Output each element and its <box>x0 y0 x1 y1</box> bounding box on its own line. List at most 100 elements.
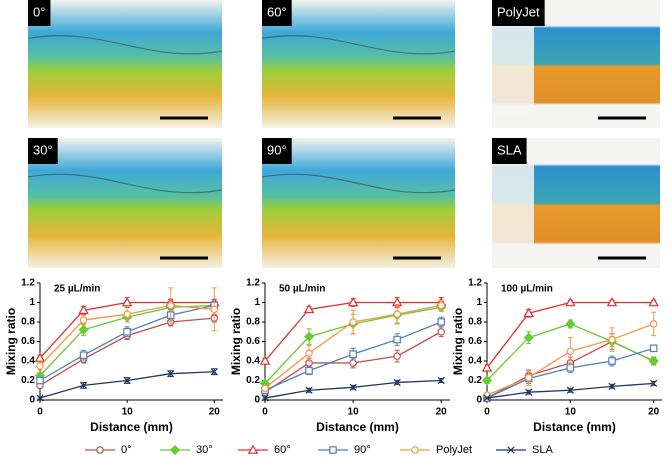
photo <box>262 138 455 268</box>
marker <box>437 376 445 385</box>
y-tick-label: 0.2 <box>468 375 482 386</box>
y-tick-label: 1.2 <box>21 278 35 289</box>
marker <box>565 297 576 307</box>
y-tick-label: 0.4 <box>468 356 482 367</box>
marker <box>565 318 576 329</box>
x-tick-label: 10 <box>122 407 134 418</box>
marker <box>261 384 269 393</box>
y-tick-label: 0.6 <box>21 336 35 347</box>
marker <box>481 375 493 386</box>
marker <box>349 350 357 358</box>
marker <box>393 352 401 360</box>
y-tick-label: 1 <box>476 297 482 308</box>
marker <box>305 386 313 394</box>
x-tick-label: 10 <box>348 407 360 418</box>
photo-label-bg <box>492 0 545 26</box>
marker <box>525 388 533 396</box>
photo-label-bg <box>262 138 292 164</box>
photo-label: 0° <box>33 4 45 19</box>
series-line <box>39 371 215 399</box>
legend-label: PolyJet <box>436 444 472 456</box>
marker <box>210 368 218 376</box>
photo-label: 90° <box>267 142 287 157</box>
photo-label: SLA <box>497 142 522 157</box>
marker <box>608 382 616 390</box>
x-tick-label: 20 <box>209 407 221 418</box>
y-tick-label: 0.4 <box>246 356 260 367</box>
legend-marker <box>247 444 259 454</box>
y-axis-label: Mixing ratio <box>4 308 18 375</box>
chart-title: 100 µL/min <box>501 284 553 295</box>
marker <box>79 381 88 389</box>
x-tick-label: 20 <box>648 407 660 418</box>
x-tick-label: 10 <box>565 407 577 418</box>
photo <box>262 0 455 128</box>
marker <box>261 394 269 402</box>
marker <box>524 373 533 382</box>
marker <box>34 352 46 362</box>
marker <box>303 331 315 342</box>
y-tick-label: 0 <box>29 395 35 406</box>
marker <box>566 347 575 356</box>
marker <box>523 307 534 318</box>
marker <box>566 364 575 372</box>
y-tick-label: 1 <box>254 297 260 308</box>
marker <box>649 320 658 328</box>
y-tick-label: 0.2 <box>21 375 35 386</box>
marker <box>349 359 357 367</box>
channel-edge <box>492 12 534 116</box>
legend-marker <box>169 444 181 456</box>
photo-texture <box>261 173 456 194</box>
y-tick-label: 0 <box>254 395 260 406</box>
marker <box>437 327 445 336</box>
marker <box>79 316 88 324</box>
y-tick-label: 0.8 <box>21 317 35 328</box>
marker <box>123 310 131 319</box>
legend-marker <box>96 446 104 454</box>
marker <box>210 305 219 314</box>
marker <box>123 376 131 385</box>
marker <box>648 297 659 307</box>
photo-label-bg <box>492 138 527 164</box>
x-axis-label: Distance (mm) <box>533 420 616 434</box>
x-axis-label: Distance (mm) <box>316 420 399 434</box>
marker <box>393 378 401 387</box>
legend-marker <box>507 446 515 454</box>
y-tick-label: 0.4 <box>21 356 35 367</box>
marker <box>483 394 491 402</box>
marker <box>305 349 313 358</box>
legend-marker <box>411 446 419 454</box>
y-tick-label: 0 <box>476 395 482 406</box>
marker <box>166 301 175 310</box>
x-tick-label: 0 <box>484 407 490 418</box>
marker <box>36 362 44 370</box>
marker <box>523 332 534 343</box>
photo <box>28 138 222 268</box>
y-tick-label: 1.2 <box>246 278 260 289</box>
y-tick-label: 0.8 <box>468 317 482 328</box>
y-tick-label: 0.8 <box>246 317 260 328</box>
photo-label: PolyJet <box>497 4 540 19</box>
photo-label-bg <box>262 0 292 26</box>
marker <box>167 370 175 378</box>
marker <box>349 383 357 391</box>
marker <box>566 386 574 394</box>
marker <box>347 297 359 307</box>
marker <box>78 304 89 315</box>
chart-title: 25 µL/min <box>54 284 100 295</box>
x-axis-label: Distance (mm) <box>90 420 173 434</box>
x-tick-label: 0 <box>262 407 268 418</box>
photo-label-bg <box>28 138 58 164</box>
marker <box>608 357 616 365</box>
marker <box>349 318 357 326</box>
legend-label: SLA <box>532 444 553 456</box>
marker <box>648 355 659 367</box>
marker <box>121 297 133 307</box>
x-tick-label: 0 <box>37 407 43 418</box>
chart-title: 50 µL/min <box>279 284 325 295</box>
legend-label: 0° <box>121 444 132 456</box>
photo-texture <box>27 35 223 55</box>
y-tick-label: 1 <box>29 297 35 308</box>
y-axis-label: Mixing ratio <box>229 308 243 375</box>
